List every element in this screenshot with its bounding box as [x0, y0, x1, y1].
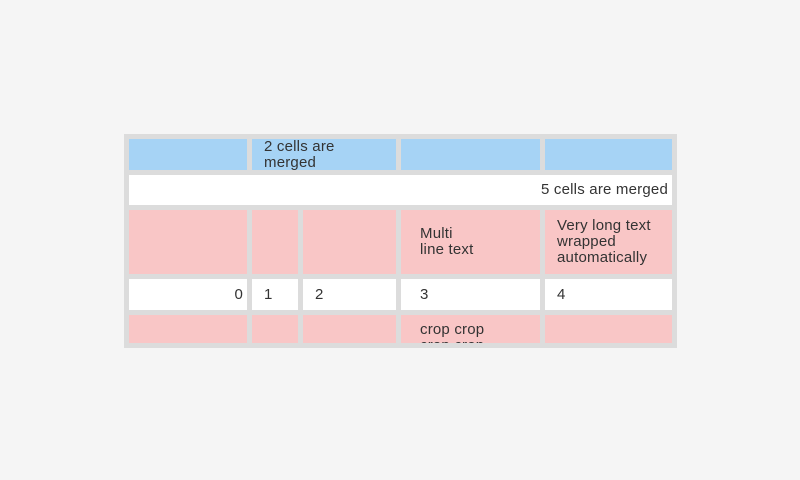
number-0-label: 0	[234, 285, 243, 303]
table-cell-r3c3[interactable]	[303, 210, 396, 274]
number-1-label: 1	[264, 285, 273, 303]
wrapped-label: Very long text wrapped automatically	[557, 217, 651, 266]
table-cell-r5c1[interactable]	[129, 315, 247, 343]
table-cell-wrapped[interactable]: Very long text wrapped automatically	[545, 210, 672, 274]
number-3-label: 3	[420, 285, 429, 303]
table-cell-cropped-text[interactable]: crop crop crop crop	[401, 315, 540, 343]
table-cell-r5c3[interactable]	[303, 315, 396, 343]
table-cell-r1c5[interactable]	[545, 139, 672, 170]
table-cell-merged-2[interactable]: 2 cells are merged	[252, 139, 396, 170]
multiline-label: Multi line text	[420, 225, 474, 258]
table-cell-number-2[interactable]: 2	[303, 279, 396, 310]
merged-2-label: 2 cells are merged	[264, 139, 335, 170]
table-cell-r1c1[interactable]	[129, 139, 247, 170]
merged-5-label: 5 cells are merged	[541, 181, 668, 198]
number-2-label: 2	[315, 285, 324, 303]
table-cell-r5c5[interactable]	[545, 315, 672, 343]
table-cell-r1c4[interactable]	[401, 139, 540, 170]
cropped-label: crop crop crop crop	[420, 321, 485, 344]
table-cell-r3c1[interactable]	[129, 210, 247, 274]
table-cell-number-0[interactable]: 0	[129, 279, 247, 310]
number-4-label: 4	[557, 285, 566, 303]
table-cell-number-3[interactable]: 3	[401, 279, 540, 310]
table-cell-number-4[interactable]: 4	[545, 279, 672, 310]
table-cell-number-1[interactable]: 1	[252, 279, 298, 310]
table-cell-r5c2[interactable]	[252, 315, 298, 343]
table-cell-r3c2[interactable]	[252, 210, 298, 274]
table-cell-merged-5[interactable]: 5 cells are merged	[129, 175, 672, 205]
table-cell-multiline[interactable]: Multi line text	[401, 210, 540, 274]
table-widget: 2 cells are merged 5 cells are merged Mu…	[124, 134, 677, 348]
